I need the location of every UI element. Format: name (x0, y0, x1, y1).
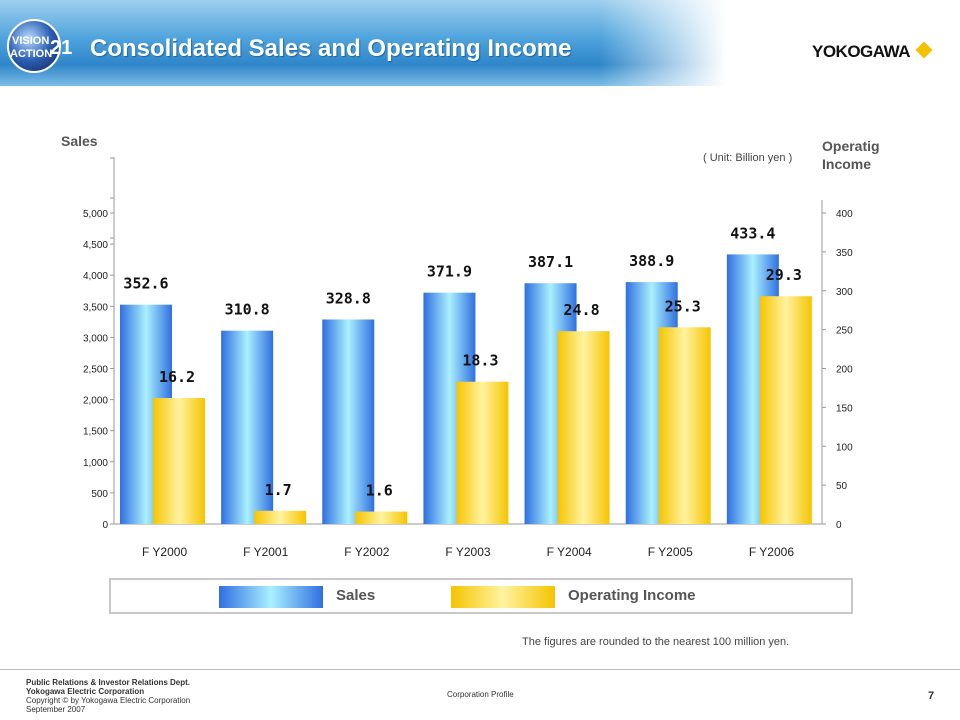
right-axis-title-line2: Income (822, 156, 872, 172)
sales-value-label: 433.4 (730, 224, 775, 242)
category-label: F Y2000 (142, 545, 187, 559)
left-tick-label: 4,000 (83, 271, 108, 282)
footer-left: Public Relations & Investor Relations De… (26, 678, 190, 714)
left-axis-title: Sales (61, 133, 98, 149)
footnote: The figures are rounded to the nearest 1… (522, 636, 790, 648)
right-tick-label: 100 (836, 442, 853, 453)
sales-value-label: 328.8 (326, 289, 371, 307)
left-tick-label: 2,000 (83, 396, 108, 407)
legend-label-sales: Sales (336, 587, 376, 604)
legend-swatch-income (451, 586, 555, 608)
unit-label: ( Unit: Billion yen ) (703, 152, 793, 164)
right-tick-label: 300 (836, 287, 853, 298)
left-tick-label: 2,500 (83, 365, 108, 376)
page-number: 7 (928, 690, 935, 702)
sales-value-label: 387.1 (528, 253, 573, 271)
income-bar (254, 510, 307, 524)
category-label: F Y2006 (749, 545, 794, 559)
income-value-label: 18.3 (462, 352, 498, 370)
category-label: F Y2001 (243, 545, 288, 559)
right-axis-title-line1: Operatig (822, 138, 880, 154)
left-tick-label: 0 (102, 520, 108, 531)
logo-text-top: VISION (12, 35, 49, 47)
income-bar (759, 296, 812, 524)
sales-value-label: 352.6 (123, 275, 168, 293)
left-tick-label: 500 (91, 489, 108, 500)
income-bar (456, 381, 509, 524)
right-tick-label: 200 (836, 365, 853, 376)
category-label: F Y2003 (445, 545, 490, 559)
footer-date: September 2007 (26, 705, 86, 714)
legend: Sales Operating Income (109, 578, 853, 614)
right-tick-label: 150 (836, 403, 853, 414)
yokogawa-brand: YOKOGAWA (812, 42, 911, 61)
income-value-label: 24.8 (564, 301, 600, 319)
left-tick-label: 4,500 (83, 240, 108, 251)
right-axis-title: Operatig Income (822, 137, 880, 173)
sales-income-chart: 05001,0001,5002,0002,5003,0003,5004,0004… (83, 157, 853, 559)
category-label: F Y2004 (547, 545, 592, 559)
sales-value-label: 371.9 (427, 263, 472, 281)
footer-copyright: Copyright © by Yokogawa Electric Corpora… (26, 696, 191, 705)
left-tick-label: 1,500 (83, 427, 108, 438)
legend-label-income: Operating Income (568, 587, 696, 604)
left-tick-label: 3,500 (83, 302, 108, 313)
left-tick-label: 5,000 (83, 209, 108, 220)
right-tick-label: 350 (836, 248, 853, 259)
legend-swatch-sales (219, 586, 323, 608)
income-bar (658, 327, 711, 524)
sales-value-label: 310.8 (225, 301, 270, 319)
left-tick-label: 3,000 (83, 333, 108, 344)
footer-center: Corporation Profile (447, 690, 514, 699)
right-tick-label: 400 (836, 209, 853, 220)
income-value-label: 29.3 (766, 266, 802, 284)
right-tick-label: 250 (836, 326, 853, 337)
footer-dept: Public Relations & Investor Relations De… (26, 678, 191, 687)
footer-divider (0, 669, 960, 670)
right-tick-label: 50 (836, 481, 848, 492)
sales-value-label: 388.9 (629, 252, 674, 270)
footer-company: Yokogawa Electric Corporation (26, 687, 145, 696)
income-value-label: 1.7 (265, 481, 292, 499)
category-label: F Y2002 (344, 545, 389, 559)
income-value-label: 25.3 (665, 297, 701, 315)
income-value-label: 16.2 (159, 368, 195, 386)
left-tick-label: 1,000 (83, 458, 108, 469)
right-tick-label: 0 (836, 520, 842, 531)
sales-bar (322, 319, 375, 524)
income-value-label: 1.6 (366, 482, 393, 500)
income-bar (557, 331, 610, 524)
logo-text-bottom: ACTION (10, 48, 52, 60)
page-title: Consolidated Sales and Operating Income (90, 35, 572, 62)
header-fade (600, 0, 960, 86)
income-bar (355, 511, 408, 524)
category-label: F Y2005 (648, 545, 693, 559)
income-bar (153, 398, 205, 524)
logo-number: 21 (50, 37, 72, 59)
vision-action-21-logo: VISION ACTION 21 (7, 19, 72, 73)
sales-bar (221, 330, 274, 524)
